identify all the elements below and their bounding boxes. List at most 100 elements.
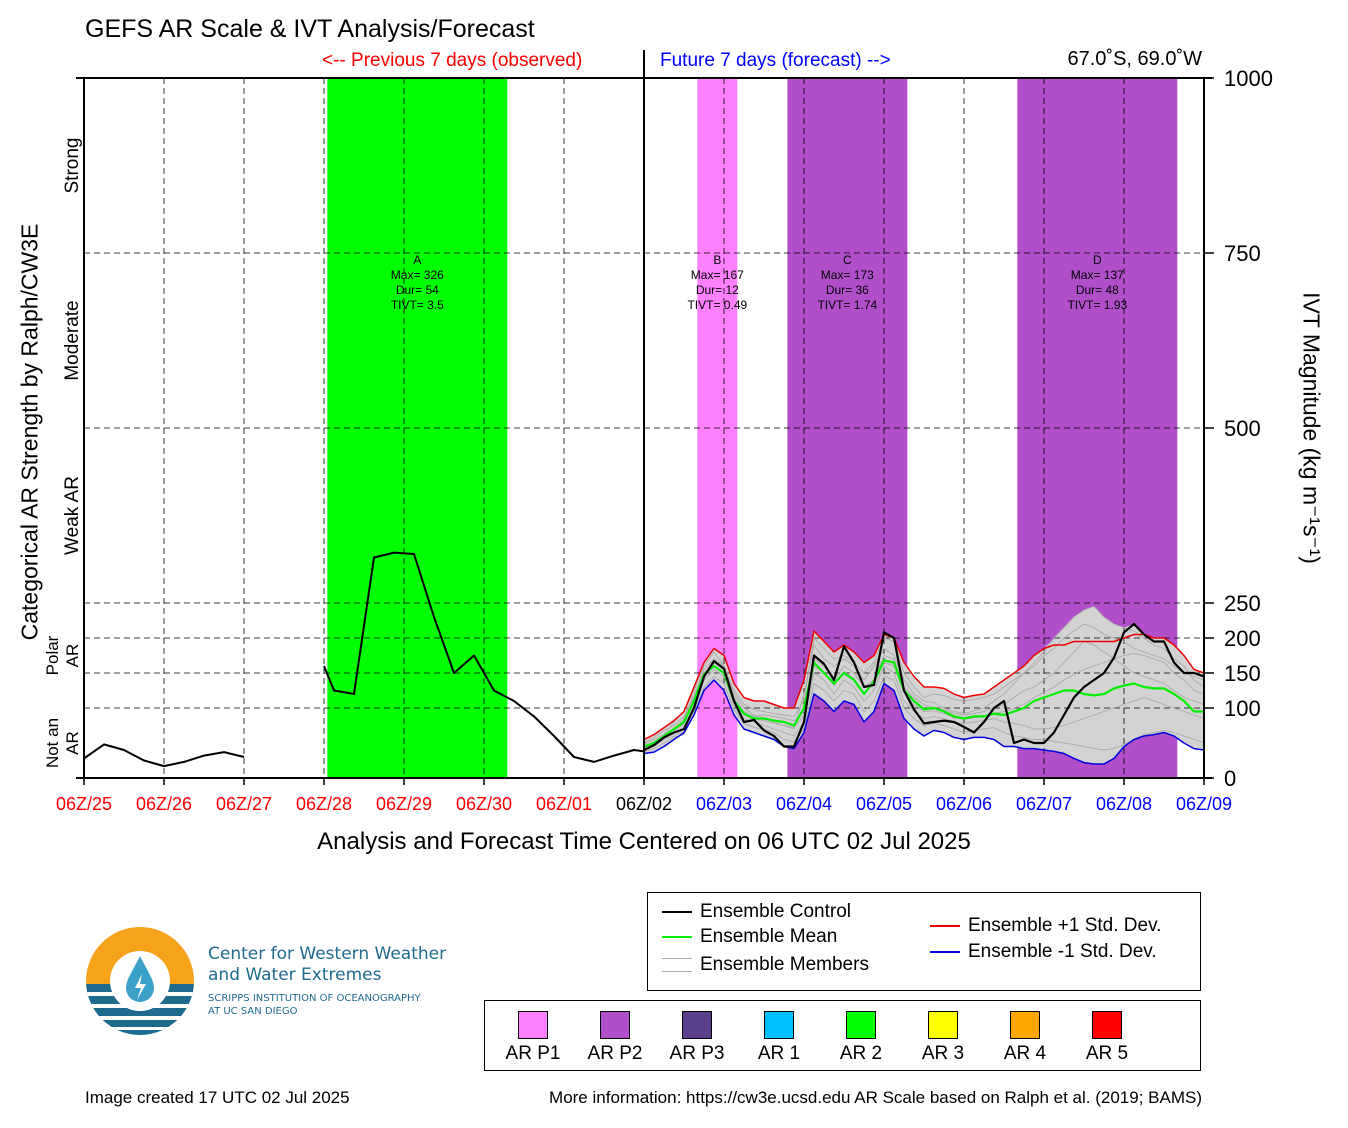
y-tick-label: 0 xyxy=(1224,766,1236,791)
ar-event-label-c: C xyxy=(843,253,852,267)
left-axis-title: Categorical AR Strength by Ralph/CW3E xyxy=(16,223,43,641)
previous-days-label: <-- Previous 7 days (observed) xyxy=(322,50,583,71)
x-tick-label: 06Z/27 xyxy=(216,794,272,814)
logo-line-4: AT UC SAN DIEGO xyxy=(208,1006,298,1017)
y-tick-label: 250 xyxy=(1224,591,1261,616)
ensemble-member-line xyxy=(643,675,1205,752)
category-label: Polar xyxy=(43,635,62,675)
axis-ticks: 06Z/25 06Z/26 06Z/27 06Z/28 06Z/29 06Z/30 06Z/… xyxy=(43,66,1273,814)
scale-label: AR 4 xyxy=(1003,1043,1047,1064)
line-legend: Ensemble Control Ensemble Mean Ensemble … xyxy=(647,892,1201,991)
legend-members-swatch xyxy=(662,958,692,972)
x-axis-title: Analysis and Forecast Time Centered on 0… xyxy=(317,828,971,855)
legend-plus-sd-swatch xyxy=(930,925,960,927)
scale-label: AR 5 xyxy=(1085,1043,1129,1064)
ar-event-label-d: Dur= 48 xyxy=(1076,283,1119,297)
ar-event-label-b: TIVT= 0.49 xyxy=(687,298,747,312)
x-tick-label: 06Z/29 xyxy=(376,794,432,814)
ar-event-label-c: Dur= 36 xyxy=(826,283,869,297)
legend-members-label: Ensemble Members xyxy=(700,954,869,975)
ensemble-member-line xyxy=(643,623,1205,744)
legend-minus-sd: Ensemble -1 Std. Dev. xyxy=(930,941,1157,963)
legend-plus-sd-label: Ensemble +1 Std. Dev. xyxy=(968,915,1162,936)
minus-sd-line xyxy=(643,679,1205,765)
ar-event-label-d: D xyxy=(1093,253,1102,267)
x-tick-label: 06Z/02 xyxy=(616,794,672,814)
ensemble-member-line xyxy=(643,605,1205,745)
category-label: Weak AR xyxy=(62,476,83,555)
ar-event-label-a: Max= 326 xyxy=(391,268,444,282)
x-tick-label: 06Z/04 xyxy=(776,794,832,814)
scale-item-ar-4: AR 4 xyxy=(985,1011,1065,1065)
x-tick-label: 06Z/06 xyxy=(936,794,992,814)
ar-event-label-a: Dur= 54 xyxy=(396,283,439,297)
category-label: Moderate xyxy=(62,300,83,380)
footer-more-info: More information: https://cw3e.ucsd.edu … xyxy=(549,1088,1202,1107)
footer-created: Image created 17 UTC 02 Jul 2025 xyxy=(85,1088,350,1107)
cw3e-logo xyxy=(85,926,195,1036)
scale-item-ar-p3: AR P3 xyxy=(657,1011,737,1065)
scale-swatch xyxy=(682,1011,712,1039)
scale-swatch xyxy=(1010,1011,1040,1039)
x-tick-label: 06Z/26 xyxy=(136,794,192,814)
scale-item-ar-5: AR 5 xyxy=(1067,1011,1147,1065)
logo-line-2: and Water Extremes xyxy=(208,965,382,985)
category-label: Strong xyxy=(62,138,83,194)
control-observed-line xyxy=(83,743,245,768)
logo-line-3: SCRIPPS INSTITUTION OF OCEANOGRAPHY xyxy=(208,993,421,1004)
scale-item-ar-1: AR 1 xyxy=(739,1011,819,1065)
category-label: AR xyxy=(63,731,82,755)
ar-event-label-b: Max= 167 xyxy=(691,268,744,282)
x-tick-label: 06Z/28 xyxy=(296,794,352,814)
scale-swatch xyxy=(764,1011,794,1039)
y-tick-label: 150 xyxy=(1224,661,1261,686)
legend-plus-sd: Ensemble +1 Std. Dev. xyxy=(930,915,1161,937)
ar-event-label-b: Dur= 12 xyxy=(696,283,739,297)
right-axis-title-text: IVT Magnitude (kg m⁻¹s⁻¹) xyxy=(1298,292,1325,564)
scale-swatch xyxy=(928,1011,958,1039)
ensemble-spread xyxy=(644,606,1204,764)
scale-item-ar-3: AR 3 xyxy=(903,1011,983,1065)
legend-mean-swatch xyxy=(662,936,692,938)
ar-scale-legend: AR P1 AR P2 AR P3 AR 1 AR 2 AR 3 AR 4 AR 5 xyxy=(484,1000,1201,1071)
location-label: 67.0˚S, 69.0˚W xyxy=(1067,48,1202,70)
legend-mean: Ensemble Mean xyxy=(662,926,837,948)
ar-event-label-a: A xyxy=(413,253,421,267)
plus-sd-line xyxy=(643,630,1205,741)
scale-item-ar-p1: AR P1 xyxy=(493,1011,573,1065)
logo-line-1: Center for Western Weather xyxy=(208,944,447,964)
scale-swatch xyxy=(846,1011,876,1039)
x-tick-label: 06Z/30 xyxy=(456,794,512,814)
y-tick-label: 100 xyxy=(1224,696,1261,721)
legend-mean-label: Ensemble Mean xyxy=(700,926,838,947)
scale-label: AR P3 xyxy=(669,1043,725,1064)
ar-event-label-c: Max= 173 xyxy=(821,268,874,282)
scale-label: AR 3 xyxy=(921,1043,965,1064)
y-tick-label: 750 xyxy=(1224,241,1261,266)
scale-label: AR P1 xyxy=(505,1043,561,1064)
cw3e-logo-mark xyxy=(86,927,194,1035)
legend-members: Ensemble Members xyxy=(662,954,869,976)
ar-event-label-d: TIVT= 1.93 xyxy=(1067,298,1127,312)
control-forecast-line xyxy=(643,622,1205,751)
x-tick-label: 06Z/05 xyxy=(856,794,912,814)
ensemble-spread-area xyxy=(644,606,1204,764)
category-label: AR xyxy=(63,644,82,668)
control-observed-line xyxy=(323,551,645,763)
legend-minus-sd-label: Ensemble -1 Std. Dev. xyxy=(968,941,1157,962)
series-lines xyxy=(83,551,1205,768)
ensemble-member-line xyxy=(643,640,1205,747)
x-tick-label: 06Z/03 xyxy=(696,794,752,814)
scale-label: AR 1 xyxy=(757,1043,801,1064)
y-tick-label: 200 xyxy=(1224,626,1261,651)
scale-item-ar-p2: AR P2 xyxy=(575,1011,655,1065)
chart-title: GEFS AR Scale & IVT Analysis/Forecast xyxy=(85,15,535,43)
scale-swatch xyxy=(518,1011,548,1039)
future-days-label: Future 7 days (forecast) --> xyxy=(660,50,891,71)
scale-label: AR P2 xyxy=(587,1043,643,1064)
ar-event-label-d: Max= 137 xyxy=(1071,268,1124,282)
scale-swatch xyxy=(1092,1011,1122,1039)
legend-control-label: Ensemble Control xyxy=(700,901,852,922)
